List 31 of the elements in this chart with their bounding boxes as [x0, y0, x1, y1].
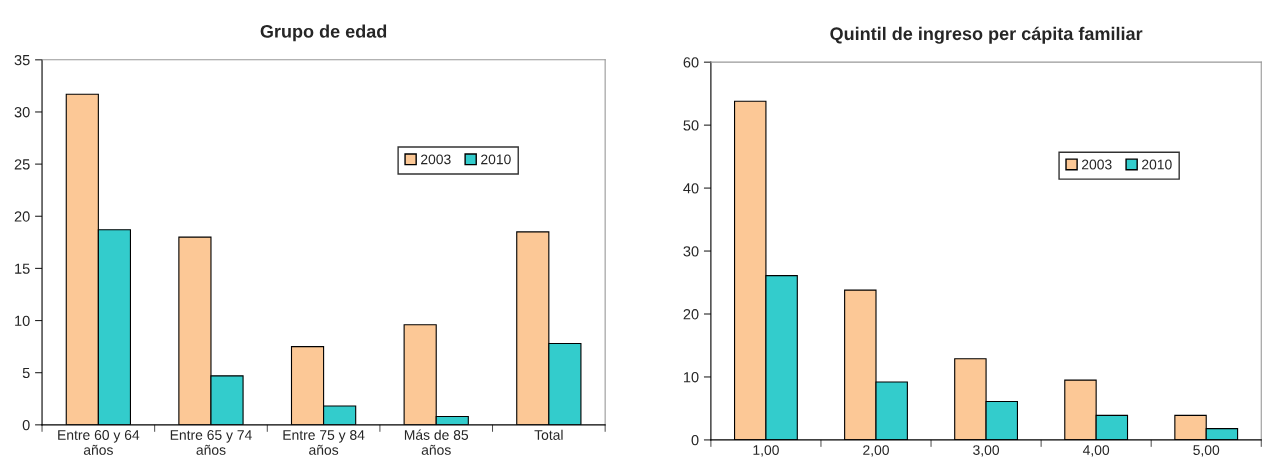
y-tick-label: 0: [22, 419, 30, 431]
y-tick-label: 40: [683, 183, 699, 194]
x-tick-label: Más de 85 años: [404, 429, 469, 455]
legend-label: 2003: [1081, 159, 1112, 170]
x-tick-label: 3,00: [973, 445, 1000, 457]
y-tick-label: 15: [15, 263, 30, 274]
legend-label: 2003: [421, 154, 451, 165]
y-tick-label: 20: [14, 211, 30, 222]
y-tick-label: 25: [14, 159, 30, 170]
chart-title: Grupo de edad: [260, 24, 387, 42]
legend-label: 2010: [481, 154, 511, 165]
y-tick-label: 50: [683, 120, 699, 131]
chart-title: Quintil de ingreso per cápita familiar: [830, 26, 1143, 44]
y-tick-label: 0: [691, 435, 699, 446]
x-tick-label: 2,00: [863, 445, 889, 457]
x-tick-label: 1,00: [753, 445, 779, 457]
x-tick-label: Entre 60 y 64 años: [58, 430, 140, 455]
x-tick-label: 5,00: [1193, 445, 1220, 457]
legend-label: 2010: [1142, 159, 1172, 170]
y-tick-label: 30: [14, 107, 30, 118]
y-tick-label: 20: [683, 309, 699, 320]
y-tick-label: 5: [22, 367, 30, 379]
y-tick-label: 10: [683, 372, 699, 383]
y-tick-label: 60: [683, 57, 699, 68]
x-tick-label: Entre 75 y 84 años: [283, 430, 365, 455]
x-tick-label: Total: [534, 429, 563, 440]
y-tick-label: 10: [15, 315, 30, 326]
x-tick-label: Entre 65 y 74 años: [170, 430, 252, 455]
y-tick-label: 35: [14, 54, 30, 66]
x-tick-label: 4,00: [1082, 445, 1110, 457]
y-tick-label: 30: [683, 246, 699, 257]
